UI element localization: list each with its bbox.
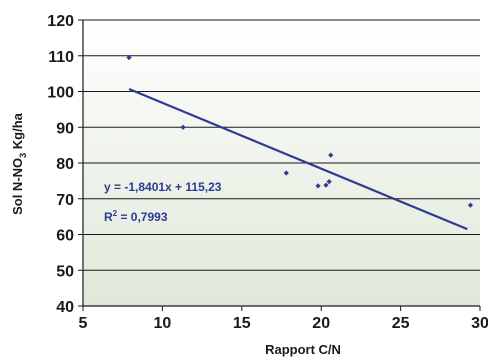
data-point-5 [323, 182, 329, 188]
trendline [128, 88, 468, 231]
data-point-1 [126, 54, 132, 61]
y-tick-label-40: 40 [56, 299, 74, 316]
data-point-6 [326, 178, 332, 185]
y-tick-label-60: 60 [56, 228, 74, 245]
data-point-7 [328, 152, 334, 158]
x-tick-label-25: 25 [392, 315, 410, 332]
y-tick-label-70: 70 [56, 192, 74, 209]
x-tick-label-20: 20 [312, 315, 330, 332]
y-tick-label-90: 90 [56, 120, 74, 137]
data-point-8 [467, 202, 474, 208]
y-tick-label-100: 100 [47, 85, 74, 102]
x-tick-labels: 5 10 15 20 25 30 [79, 315, 488, 332]
axes [82, 20, 480, 307]
y-tick-label-110: 110 [48, 49, 74, 66]
data-point-4 [315, 183, 321, 189]
equation-label: y = -1,8401x + 115,23 [104, 180, 222, 194]
y-tick-label-120: 120 [47, 13, 74, 30]
x-tick-label-30: 30 [471, 315, 488, 332]
x-tick-label-15: 15 [233, 315, 251, 332]
x-tick-label-10: 10 [154, 315, 172, 332]
data-points [126, 54, 474, 208]
y-tick-labels: 40 50 60 70 80 90 100 110 120 [47, 13, 74, 316]
x-tick-label-5: 5 [79, 315, 88, 332]
y-tick-label-80: 80 [56, 156, 74, 173]
data-point-3 [283, 170, 289, 176]
r-squared-label: R2 = 0,7993 [104, 209, 168, 224]
data-point-2 [180, 124, 186, 130]
y-axis-title: Sol N-NO3 Kg/ha [10, 112, 28, 215]
x-axis-title: Rapport C/N [265, 342, 341, 357]
gridlines [78, 19, 481, 311]
y-tick-label-50: 50 [56, 263, 74, 280]
